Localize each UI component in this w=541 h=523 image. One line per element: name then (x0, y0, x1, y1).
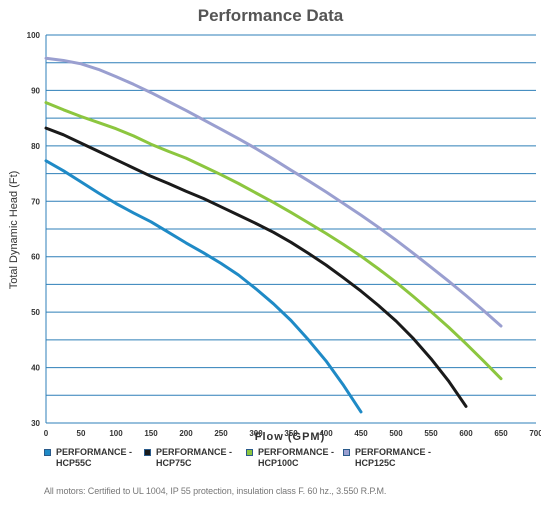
x-tick-label: 300 (249, 429, 263, 438)
gridlines (45, 34, 536, 424)
legend-label: PERFORMANCE - HCP75C (156, 447, 232, 468)
legend-label: PERFORMANCE - HCP125C (355, 447, 431, 468)
x-tick-label: 500 (389, 429, 403, 438)
legend-swatch (343, 449, 350, 456)
series-line-4 (44, 56, 503, 328)
y-tick-label: 80 (31, 142, 40, 151)
x-tick-label: 100 (109, 429, 123, 438)
series-line-3 (44, 101, 503, 381)
footnote: All motors: Certified to UL 1004, IP 55 … (44, 486, 387, 496)
x-tick-label: 150 (144, 429, 158, 438)
legend-swatch (44, 449, 51, 456)
legend: PERFORMANCE - HCP55C PERFORMANCE - HCP75C… (44, 447, 524, 477)
x-tick-label: 550 (424, 429, 438, 438)
x-axis-label: Flow (GPM) (255, 431, 326, 443)
y-tick-label: 70 (31, 197, 40, 206)
series-lines (44, 56, 503, 414)
series-line-2 (44, 126, 468, 408)
x-tick-label: 450 (354, 429, 368, 438)
y-tick-label: 90 (31, 86, 40, 95)
series-line-1 (44, 159, 363, 414)
y-tick-label: 40 (31, 364, 40, 373)
y-tick-label: 50 (31, 308, 40, 317)
legend-swatch (144, 449, 151, 456)
chart-title: Performance Data (197, 6, 344, 25)
legend-label: PERFORMANCE - HCP55C (56, 447, 132, 468)
x-tick-label: 600 (459, 429, 473, 438)
x-tick-label: 0 (44, 429, 49, 438)
x-tick-label: 700 (529, 429, 541, 438)
y-axis-label: Total Dynamic Head (Ft) (8, 171, 20, 290)
legend-swatch (246, 449, 253, 456)
x-tick-label: 200 (179, 429, 193, 438)
x-tick-label: 50 (77, 429, 86, 438)
y-tick-label: 30 (31, 419, 40, 428)
x-tick-label: 250 (214, 429, 228, 438)
x-tick-label: 400 (319, 429, 333, 438)
tick-labels: 30 40 50 60 70 80 90 100 0 50 100 150 200 250 300 350 40… (27, 31, 541, 438)
y-tick-label: 100 (27, 31, 41, 40)
legend-item: PERFORMANCE - HCP125C (343, 447, 439, 469)
legend-item: PERFORMANCE - HCP75C (144, 447, 240, 469)
legend-item: PERFORMANCE - HCP55C (44, 447, 140, 469)
x-tick-label: 650 (494, 429, 508, 438)
legend-item: PERFORMANCE - HCP100C (246, 447, 342, 469)
legend-label: PERFORMANCE - HCP100C (258, 447, 334, 468)
y-tick-label: 60 (31, 253, 40, 262)
x-tick-label: 350 (284, 429, 298, 438)
